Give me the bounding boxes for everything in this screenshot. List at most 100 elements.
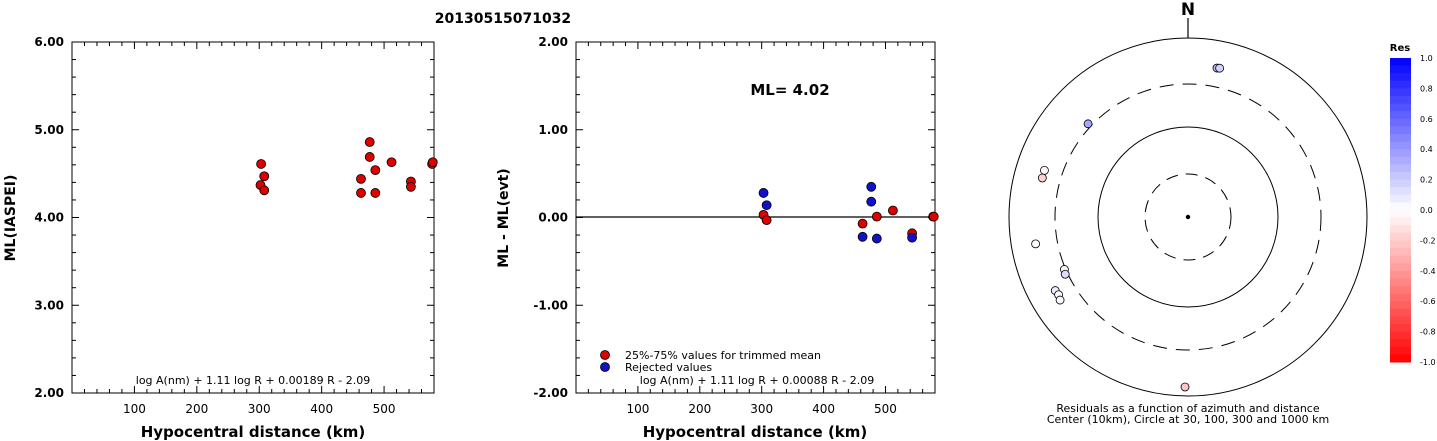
residual-vs-distance-panel: -2.00 -1.00 0.00 1.00 2.00 100 200 300 400 500 M… (496, 35, 939, 441)
colorbar-tick-label: 0.0 (1420, 206, 1433, 215)
colorbar-title: Res (1390, 43, 1410, 54)
station-marker (1180, 382, 1190, 392)
data-point (907, 232, 917, 243)
formula-label: log A(nm) + 1.11 log R + 0.00189 R - 2.0… (136, 374, 370, 387)
colorbar-swatches (1390, 58, 1411, 363)
colorbar-swatch (1390, 96, 1411, 105)
x-tick-label: 300 (248, 402, 271, 416)
data-point (259, 171, 270, 182)
data-point (928, 211, 939, 222)
legend-marker-rejected (600, 362, 610, 372)
colorbar-swatch (1390, 88, 1411, 97)
y-tick-label: 2.00 (34, 386, 64, 400)
data-point (406, 181, 416, 192)
y-tick-label: -2.00 (533, 386, 568, 400)
y-tick-label: 4.00 (34, 211, 64, 225)
colorbar-swatch (1390, 293, 1411, 302)
colorbar-swatch (1390, 103, 1411, 112)
colorbar-swatch (1390, 301, 1411, 310)
colorbar-swatch (1390, 255, 1411, 264)
ring-1000km (1008, 37, 1368, 397)
colorbar-swatch (1390, 202, 1411, 211)
colorbar-swatch (1390, 111, 1411, 120)
colorbar-swatch (1390, 172, 1411, 181)
colorbar-swatch (1390, 210, 1411, 219)
y-tick-label: 3.00 (34, 298, 64, 312)
data-points (758, 181, 939, 244)
colorbar-swatch (1390, 134, 1411, 143)
x-tick-label: 400 (310, 402, 333, 416)
colorbar-tick-label: 0.8 (1420, 84, 1433, 93)
colorbar-swatch (1390, 240, 1411, 249)
data-point (871, 211, 882, 222)
data-point (386, 157, 397, 168)
data-point (370, 165, 381, 176)
data-point (761, 200, 772, 211)
data-point (761, 215, 772, 226)
ml-vs-distance-panel: 2.00 3.00 4.00 5.00 6.00 100 200 300 400 500 log… (3, 35, 438, 441)
north-label: N (1181, 0, 1195, 20)
colorbar-swatch (1390, 278, 1411, 287)
colorbar-tick-label: -0.8 (1420, 328, 1436, 337)
ml-annotation: ML= 4.02 (750, 81, 829, 99)
x-axis-label: Hypocentral distance (km) (141, 423, 366, 441)
x-tick-label: 500 (874, 402, 897, 416)
colorbar-swatch (1390, 354, 1411, 363)
data-point (364, 152, 375, 162)
colorbar-swatch (1390, 149, 1411, 158)
legend-marker-trimmed (600, 350, 610, 360)
colorbar-swatch (1390, 194, 1411, 203)
data-point (866, 181, 877, 192)
x-tick-label: 400 (812, 402, 835, 416)
formula-label: log A(nm) + 1.11 log R + 0.00088 R - 2.0… (640, 374, 874, 387)
x-tick-label: 100 (123, 402, 146, 416)
data-point (866, 196, 877, 207)
colorbar-swatch (1390, 73, 1411, 82)
epicenter-marker (1185, 214, 1191, 220)
data-point (256, 159, 267, 169)
legend-label-rejected: Rejected values (625, 361, 712, 374)
x-tick-label: 100 (626, 402, 649, 416)
colorbar-swatch (1390, 80, 1411, 89)
colorbar-swatch (1390, 126, 1411, 135)
colorbar-tick-label: 0.6 (1420, 115, 1433, 124)
colorbar-swatch (1390, 308, 1411, 317)
data-point (888, 205, 898, 216)
colorbar-tick-labels: 1.0 0.8 0.6 0.4 0.2 0.0 -0.2 -0.4 -0.6 -0.8 -1.0 (1420, 54, 1436, 367)
data-point (356, 188, 366, 198)
colorbar-tick-label: -0.6 (1420, 297, 1436, 306)
figure-title: 20130515071032 (435, 11, 571, 27)
colorbar-swatch (1390, 316, 1411, 325)
colorbar-swatch (1390, 248, 1411, 257)
ring-100km (1097, 126, 1279, 308)
colorbar-tick-label: -1.0 (1420, 358, 1436, 367)
colorbar-swatch (1390, 156, 1411, 165)
colorbar-swatch (1390, 270, 1411, 279)
station-marker (1215, 63, 1225, 73)
data-point (871, 233, 882, 244)
station-marker (1040, 165, 1049, 175)
tick-marks (72, 42, 434, 393)
colorbar-swatch (1390, 58, 1411, 67)
colorbar-swatch (1390, 118, 1411, 127)
colorbar-swatch (1390, 331, 1411, 340)
colorbar-swatch (1390, 217, 1411, 226)
data-point (370, 188, 381, 198)
y-tick-labels: 2.00 3.00 4.00 5.00 6.00 (34, 35, 64, 400)
station-marker (1083, 119, 1093, 129)
colorbar-swatch (1390, 164, 1411, 173)
x-tick-label: 500 (373, 402, 396, 416)
colorbar-tick-label: 0.2 (1420, 176, 1433, 185)
y-axis-label: ML - ML(evt) (496, 168, 512, 267)
station-markers (1031, 63, 1225, 392)
y-axis-label: ML(IASPEI) (3, 175, 19, 262)
colorbar-swatch (1390, 286, 1411, 295)
data-point (758, 188, 769, 198)
colorbar-tick-label: 1.0 (1420, 54, 1433, 63)
data-point (427, 157, 438, 168)
y-tick-label: 2.00 (538, 35, 568, 49)
legend-label-trimmed: 25%-75% values for trimmed mean (625, 349, 821, 362)
colorbar-swatch (1390, 232, 1411, 241)
map-caption-line2: Center (10km), Circle at 30, 100, 300 an… (1047, 413, 1329, 426)
